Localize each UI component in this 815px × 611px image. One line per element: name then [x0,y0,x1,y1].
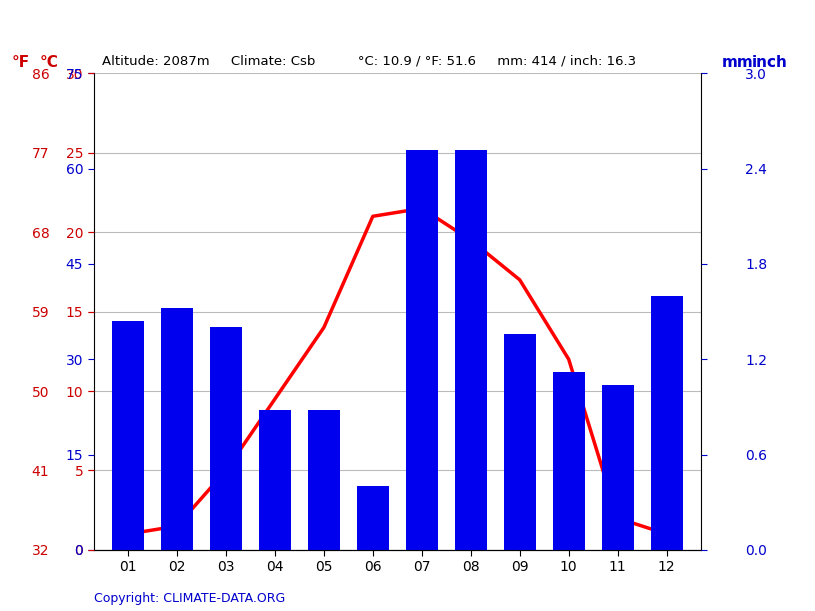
Bar [553,372,584,550]
Bar [161,309,193,550]
Bar [259,410,291,550]
Bar [504,334,535,550]
Bar [210,327,242,550]
Bar [601,385,633,550]
Bar [650,296,682,550]
Bar [308,410,340,550]
Text: Altitude: 2087m     Climate: Csb          °C: 10.9 / °F: 51.6     mm: 414 / inch: Altitude: 2087m Climate: Csb °C: 10.9 / … [102,54,636,67]
Bar [112,321,144,550]
Text: °C: °C [39,55,59,70]
Text: °F: °F [11,55,29,70]
Text: Copyright: CLIMATE-DATA.ORG: Copyright: CLIMATE-DATA.ORG [94,592,285,605]
Bar [406,150,438,550]
Bar [455,150,487,550]
Text: inch: inch [752,55,788,70]
Text: mm: mm [722,55,753,70]
Bar [357,486,389,550]
